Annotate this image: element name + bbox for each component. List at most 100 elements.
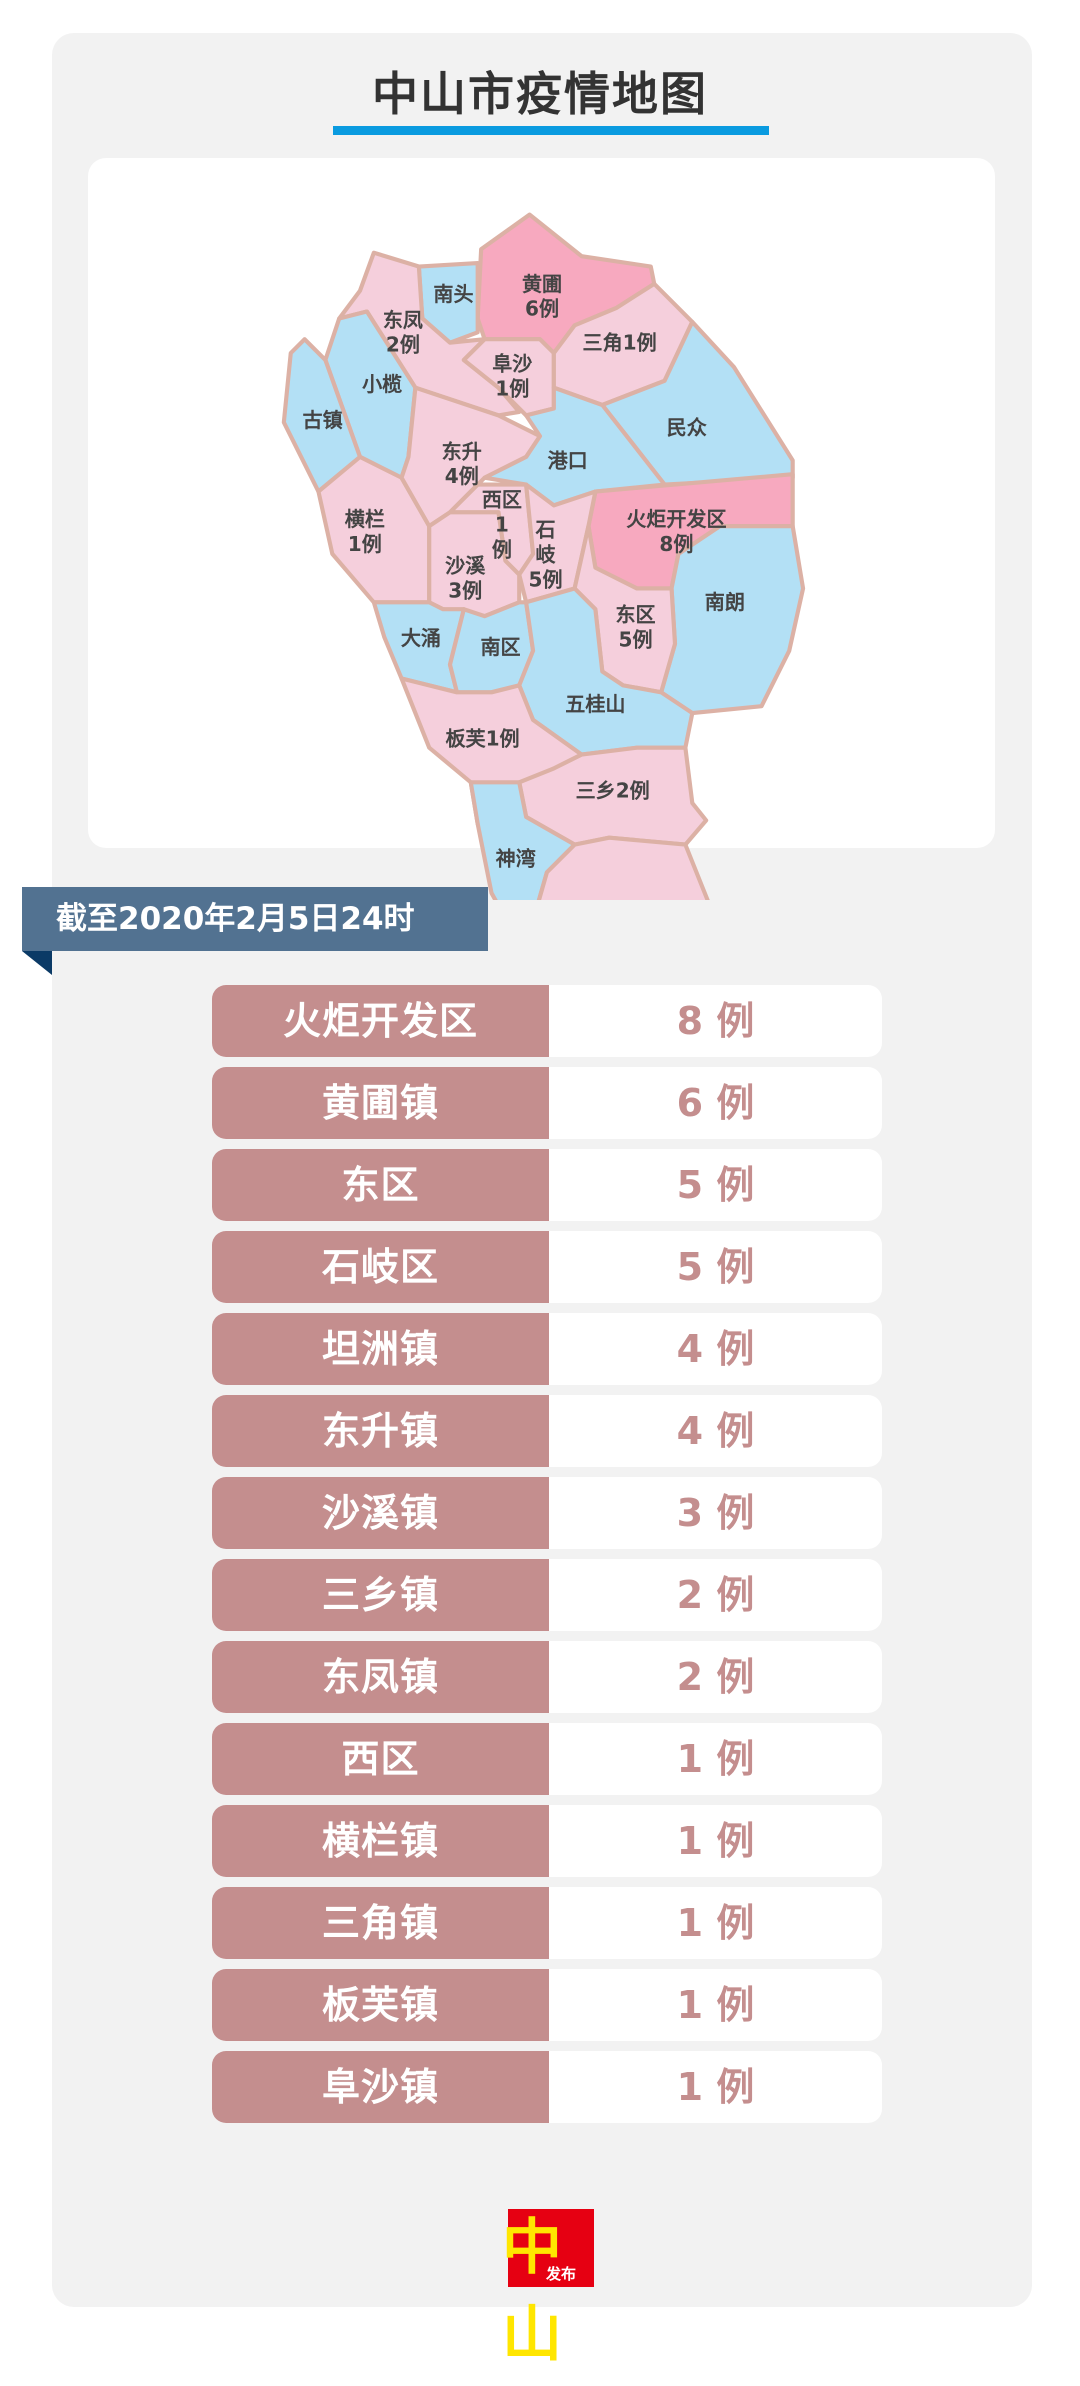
map-region-label: 古镇 <box>303 408 343 432</box>
map-label-line: 6例 <box>525 297 559 321</box>
map-label-line: 4例 <box>445 464 479 488</box>
map-label-line: 古镇 <box>303 408 343 432</box>
map-region-label: 火炬开发区 8例 <box>626 507 726 556</box>
map-region-label: 黄圃 6例 <box>522 272 562 321</box>
case-row: 东升镇 4 例 <box>212 1395 882 1467</box>
map-label-line: 南朗 <box>705 590 745 614</box>
case-row: 火炬开发区 8 例 <box>212 985 882 1057</box>
district-name: 三角镇 <box>212 1887 549 1959</box>
case-count: 1 例 <box>676 1983 755 2027</box>
district-name: 阜沙镇 <box>212 2051 549 2123</box>
case-count: 2 例 <box>676 1573 755 1617</box>
district-name: 沙溪镇 <box>212 1477 549 1549</box>
map-label-line: 三角1例 <box>583 331 657 355</box>
map-region-label: 石岐 5例 <box>529 518 563 592</box>
case-count: 3 例 <box>676 1491 755 1535</box>
case-row: 石岐区 5 例 <box>212 1231 882 1303</box>
district-name: 东凤镇 <box>212 1641 549 1713</box>
district-name: 火炬开发区 <box>212 985 549 1057</box>
banner-fold <box>22 951 52 975</box>
map-region-label: 南区 <box>480 635 520 659</box>
case-row: 坦洲镇 4 例 <box>212 1313 882 1385</box>
case-row: 东区 5 例 <box>212 1149 882 1221</box>
map-label-line: 1 <box>495 513 509 537</box>
district-name: 横栏镇 <box>212 1805 549 1877</box>
map-label-line: 南区 <box>480 635 520 659</box>
case-list: 火炬开发区 8 例黄圃镇 6 例东区 5 例石岐区 5 例坦洲镇 4 例东升镇 4 例沙溪镇… <box>212 985 882 2133</box>
map-label-line: 西区 <box>482 488 522 512</box>
case-row: 三乡镇 2 例 <box>212 1559 882 1631</box>
map-region <box>468 780 577 900</box>
map-label-line: 8例 <box>659 532 693 556</box>
map-label-line: 黄圃 <box>522 272 562 296</box>
map-label-line: 东升 <box>442 439 482 463</box>
map-label-line: 港口 <box>548 448 588 472</box>
map-region-label: 东升 4例 <box>442 439 482 488</box>
district-name: 石岐区 <box>212 1231 549 1303</box>
map-label-line: 沙溪 <box>445 554 486 578</box>
case-count: 4 例 <box>676 1409 755 1453</box>
map-region-label: 港口 <box>548 448 588 472</box>
case-count: 4 例 <box>676 1327 755 1371</box>
map-label-line: 3例 <box>448 578 482 602</box>
map-label-line: 火炬开发区 <box>626 507 726 531</box>
map-label-line: 岐 <box>536 542 557 566</box>
case-count: 1 例 <box>676 2065 755 2109</box>
case-row: 阜沙镇 1 例 <box>212 2051 882 2123</box>
case-row: 东凤镇 2 例 <box>212 1641 882 1713</box>
case-row: 三角镇 1 例 <box>212 1887 882 1959</box>
map-label-line: 神湾 <box>496 846 536 870</box>
map-region-label: 三乡2例 <box>576 779 650 803</box>
map-region-label: 大涌 <box>401 626 441 650</box>
map-region-label: 阜沙 1例 <box>492 351 532 400</box>
map-label-line: 东凤 <box>383 308 423 332</box>
district-name: 西区 <box>212 1723 549 1795</box>
map-label-line: 小榄 <box>362 372 402 396</box>
map-label-line: 阜沙 <box>492 351 532 375</box>
district-name: 坦洲镇 <box>212 1313 549 1385</box>
case-row: 沙溪镇 3 例 <box>212 1477 882 1549</box>
map-label-line: 五桂山 <box>565 692 625 716</box>
map-region-label: 五桂山 <box>565 692 625 716</box>
map-label-line: 民众 <box>667 416 708 440</box>
case-row: 板芙镇 1 例 <box>212 1969 882 2041</box>
district-name: 黄圃镇 <box>212 1067 549 1139</box>
district-name: 东区 <box>212 1149 549 1221</box>
district-name: 板芙镇 <box>212 1969 549 2041</box>
map-region-label: 板芙1例 <box>445 727 519 751</box>
map-label-line: 三乡2例 <box>576 779 650 803</box>
case-row: 黄圃镇 6 例 <box>212 1067 882 1139</box>
map-region <box>536 835 710 900</box>
map-label-line: 5例 <box>529 567 563 591</box>
logo-sub-text: 发布 <box>546 2265 577 2283</box>
map-region-label: 东区 5例 <box>615 603 655 652</box>
zhongshan-fabu-logo: 中山 发布 <box>502 2209 594 2370</box>
map-label-line: 东区 <box>615 603 655 627</box>
map-label-line: 5例 <box>619 628 653 652</box>
map-region-label: 南朗 <box>705 590 745 614</box>
map-label-line: 1例 <box>495 376 529 400</box>
case-row: 西区 1 例 <box>212 1723 882 1795</box>
case-count: 8 例 <box>676 999 755 1043</box>
map-region-label: 横栏 1例 <box>345 507 385 556</box>
map-region-label: 三角1例 <box>583 331 657 355</box>
date-banner: 截至2020年2月5日24时 <box>22 887 488 951</box>
district-name: 三乡镇 <box>212 1559 549 1631</box>
case-count: 1 例 <box>676 1737 755 1781</box>
map-region-label: 神湾 <box>496 846 536 870</box>
map-label-line: 石 <box>535 518 556 542</box>
map-label-line: 横栏 <box>345 507 385 531</box>
map-label-line: 例 <box>492 538 512 562</box>
map-region-label: 民众 <box>667 416 708 440</box>
map-label-line: 2例 <box>386 333 420 357</box>
page-title: 中山市疫情地图 <box>372 67 708 121</box>
case-count: 1 例 <box>676 1901 755 1945</box>
case-count: 6 例 <box>676 1081 755 1125</box>
map-region-label: 南头 <box>433 282 473 306</box>
title-underline <box>333 126 769 135</box>
logo-main-text: 中山 <box>502 2213 562 2370</box>
map-label-line: 南头 <box>433 282 473 306</box>
map-label-line: 1例 <box>348 532 382 556</box>
map-label-line: 板芙1例 <box>445 727 519 751</box>
